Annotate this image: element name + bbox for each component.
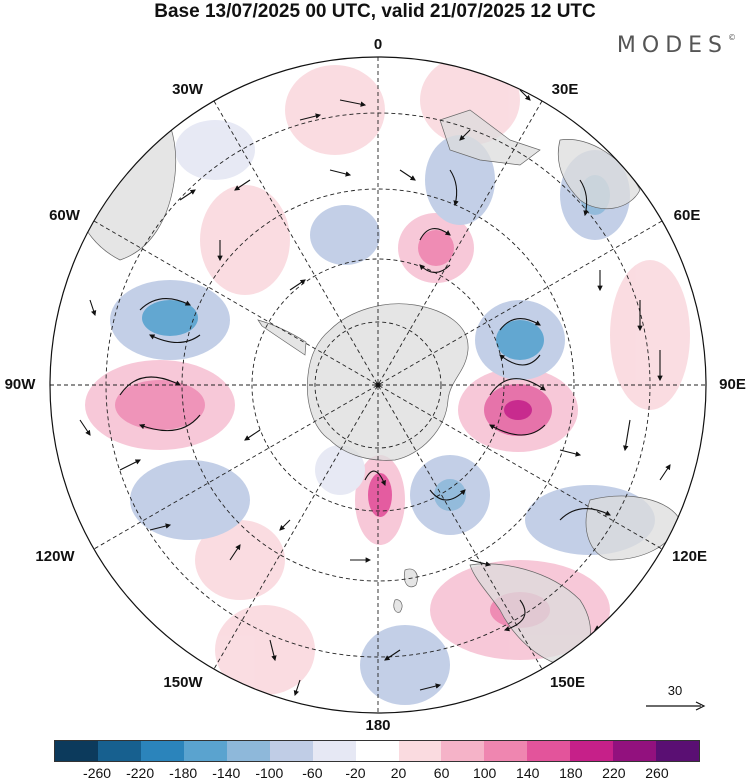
colorbar-ticks: -260 -220 -180 -140 -100 -60 -20 20 60 100 140 180 2… <box>0 763 750 783</box>
lon-label-60w: 60W <box>49 207 80 224</box>
colorbar-tick-label: -180 <box>169 765 198 781</box>
graticule <box>50 57 706 713</box>
colorbar-segment <box>55 741 98 761</box>
colorbar-tick-label: 180 <box>559 765 583 781</box>
colorbar-tick-label: 260 <box>645 765 669 781</box>
colorbar-segment <box>312 741 356 761</box>
brand-text: MODES <box>616 33 728 58</box>
polar-map <box>49 56 707 714</box>
colorbar-tick-label: 140 <box>516 765 540 781</box>
lon-label-60e: 60E <box>673 207 701 224</box>
map-border <box>49 56 707 714</box>
lon-label-120e: 120E <box>671 548 708 565</box>
colorbar <box>54 740 700 762</box>
colorbar-tick-label: -60 <box>302 765 323 781</box>
colorbar-segment <box>183 741 227 761</box>
colorbar-segment <box>97 741 141 761</box>
map-title: Base 13/07/2025 00 UTC, valid 21/07/2025… <box>154 1 596 22</box>
colorbar-segment <box>269 741 313 761</box>
copyright-mark: © <box>728 33 736 42</box>
lon-label-180: 180 <box>365 717 391 734</box>
lon-label-30w: 30W <box>172 81 203 98</box>
wind-vectors <box>79 89 671 697</box>
colorbar-segment <box>441 741 485 761</box>
colorbar-tick-label: 100 <box>472 765 497 781</box>
lon-label-150e: 150E <box>549 674 586 691</box>
lon-label-120w: 120W <box>35 548 75 565</box>
vector-scale-label: 30 <box>667 683 683 698</box>
colorbar-tick-label: -140 <box>212 765 241 781</box>
colorbar-segment <box>355 741 399 761</box>
colorbar-tick-label: -220 <box>126 765 155 781</box>
colorbar-segment <box>570 741 614 761</box>
modes-logo: MODES© <box>617 33 736 58</box>
lon-label-90w: 90W <box>4 376 36 393</box>
colorbar-tick-label: 220 <box>602 765 626 781</box>
colorbar-segment <box>140 741 184 761</box>
lon-label-0: 0 <box>373 36 383 53</box>
colorbar-tick-label: 20 <box>390 765 407 781</box>
colorbar-tick-label: 60 <box>433 765 450 781</box>
colorbar-segment <box>527 741 571 761</box>
lon-label-90e: 90E <box>719 376 746 393</box>
colorbar-segment <box>656 741 700 761</box>
vector-scale-arrow <box>646 701 706 711</box>
colorbar-tick-label: -20 <box>345 765 366 781</box>
colorbar-tick-label: -260 <box>83 765 112 781</box>
lon-label-30e: 30E <box>551 81 579 98</box>
colorbar-segment <box>398 741 442 761</box>
colorbar-segment <box>226 741 270 761</box>
colorbar-segment <box>484 741 528 761</box>
lon-label-150w: 150W <box>163 674 203 691</box>
anomaly-shading <box>85 57 690 705</box>
colorbar-tick-label: -100 <box>255 765 284 781</box>
south-pole-marker <box>375 382 381 388</box>
colorbar-segment <box>613 741 657 761</box>
